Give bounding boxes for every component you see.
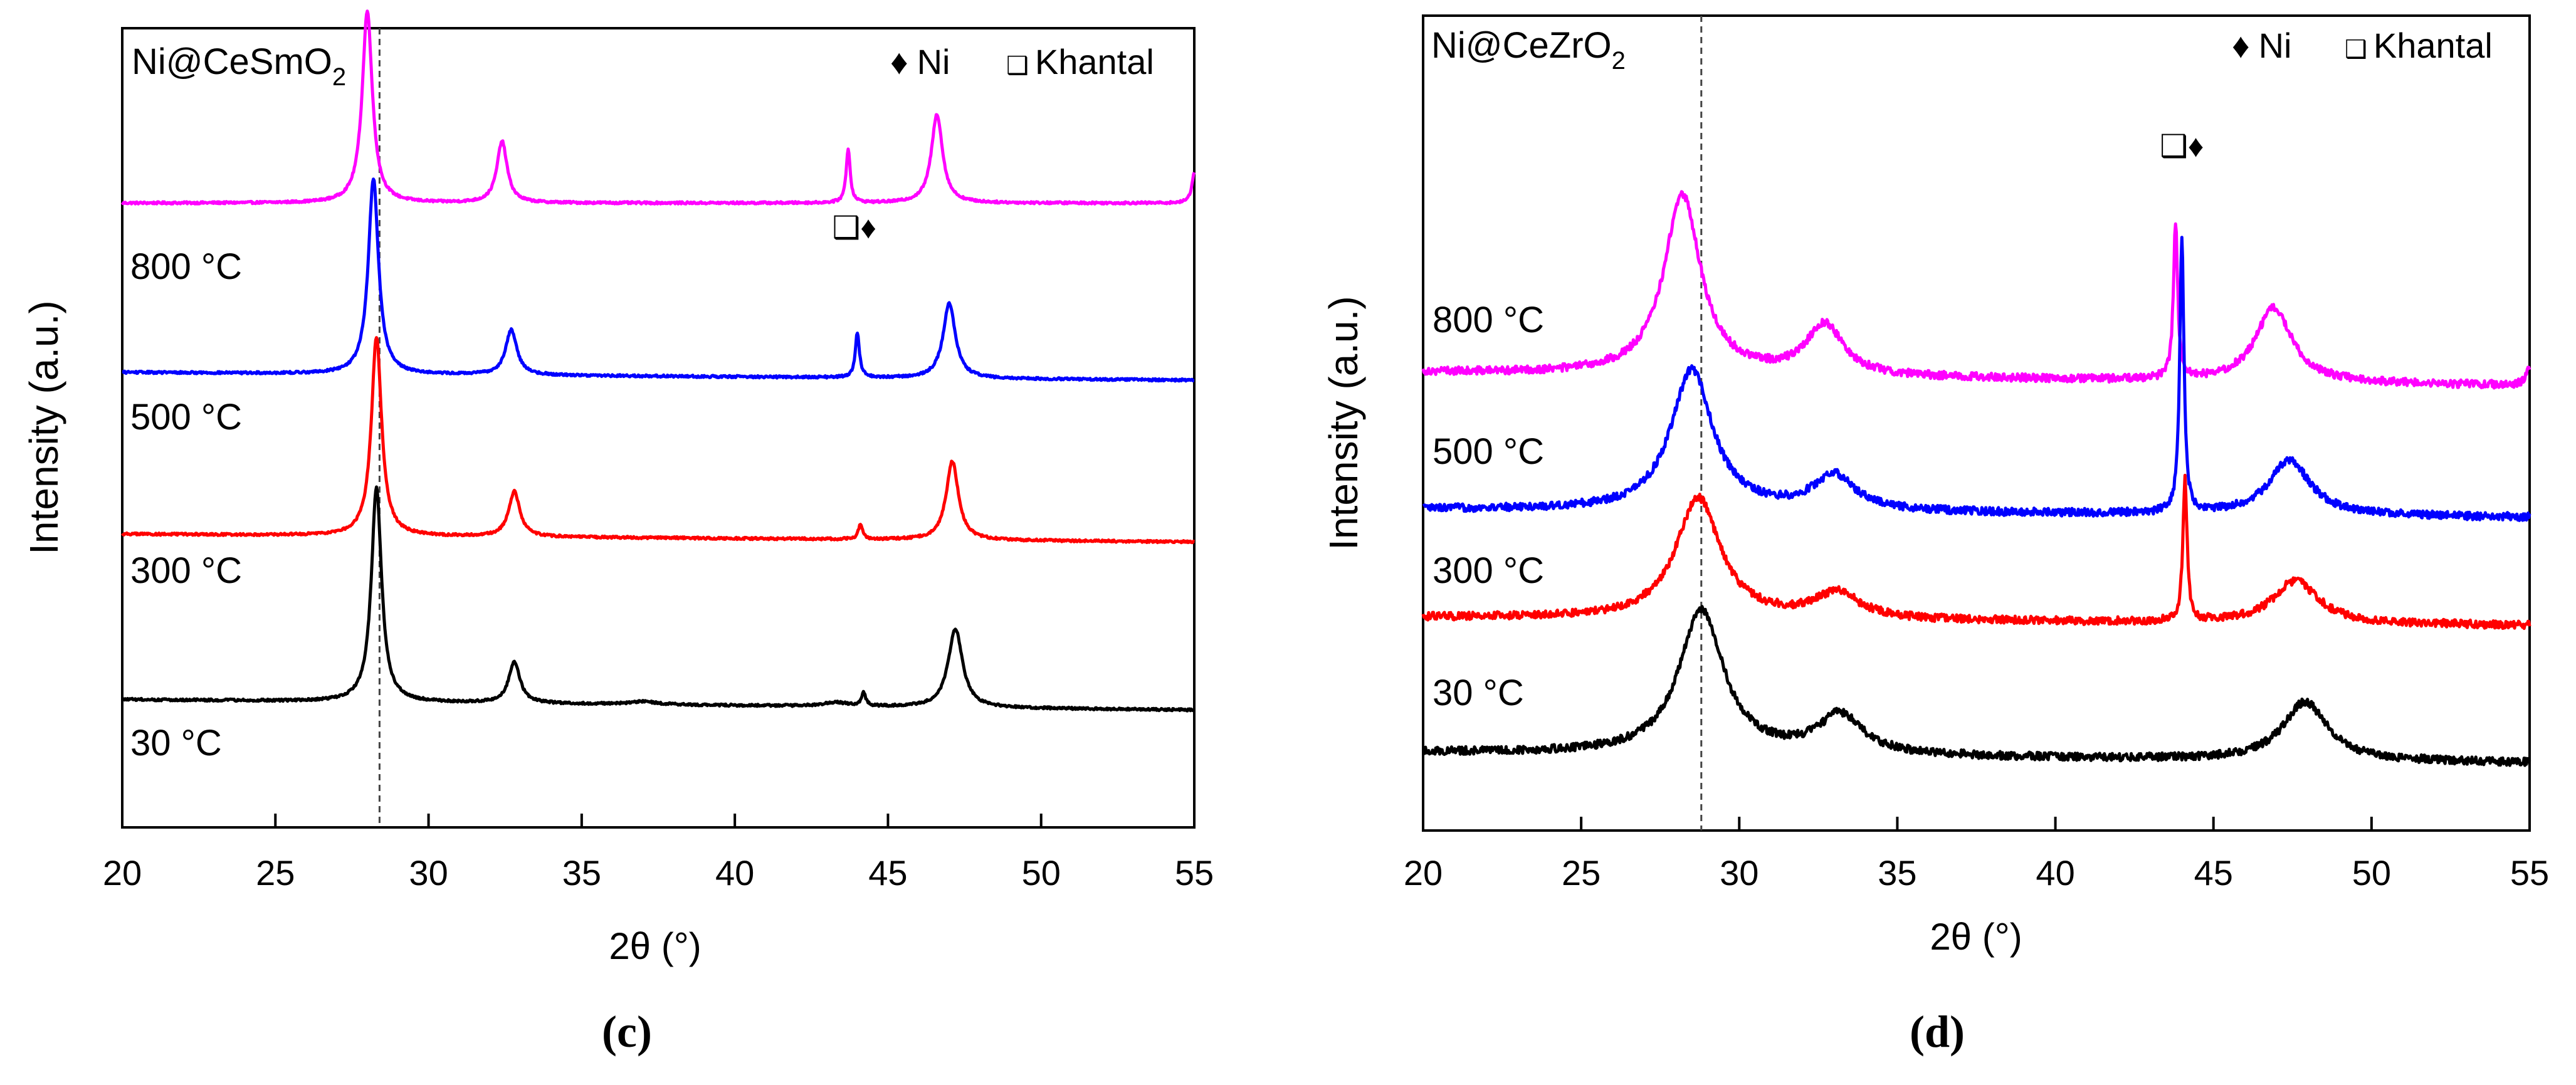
ni-diamond-icon: ♦	[2232, 26, 2250, 65]
panel-c-label-800: 800 °C	[130, 246, 242, 287]
panel-d-x-tick-label: 40	[2036, 853, 2074, 893]
panel-c-series-line	[121, 336, 1196, 545]
panel-c-series-line	[121, 177, 1196, 383]
panel-d-label-300: 300 °C	[1433, 550, 1544, 591]
panel-d-series-line	[1421, 473, 2531, 631]
panel-d-series-line	[1422, 605, 2531, 767]
panel-c-series-line	[121, 485, 1196, 713]
panel-c-x-tick-label: 35	[562, 853, 601, 893]
panel-c-legend-khantal: ❑ Khantal	[1006, 42, 1154, 81]
khantal-square-icon: ❑	[1006, 52, 1029, 80]
panel-c-x-tick-label: 50	[1022, 853, 1061, 893]
panel-d-x-tick-label: 25	[1562, 853, 1601, 893]
panel-d-x-tick-label: 35	[1878, 853, 1916, 893]
panel-d-x-tick-label: 50	[2352, 853, 2391, 893]
panel-d-x-tick-label: 55	[2510, 853, 2549, 893]
panel-c-x-tick-label: 25	[256, 853, 295, 893]
panel-d-caption: (d)	[1910, 1007, 1965, 1057]
panel-c-legend-ni: ♦ Ni	[890, 42, 950, 81]
panel-c-x-tick-label: 20	[103, 853, 142, 893]
panel-d-x-axis-label: 2θ (°)	[1930, 916, 2022, 958]
panel-d-label-30: 30 °C	[1433, 673, 1524, 713]
panel-d-series	[1421, 190, 2531, 767]
panel-c-plot-frame	[121, 27, 1196, 829]
panel-c-series	[120, 9, 1196, 713]
panel-d-series-line	[1421, 190, 2531, 390]
panel-d-x-tick-labels: 20 25 30 35 40 45 50 55	[1404, 853, 2549, 893]
panel-d-x-ticks	[1422, 817, 2531, 831]
panel-d-plot-frame	[1422, 14, 2531, 832]
panel-d-series-line	[1422, 236, 2531, 522]
panel-d-legend-khantal: ❑ Khantal	[2345, 26, 2493, 65]
panel-c-x-axis-label: 2θ (°)	[609, 925, 701, 967]
panel-c-x-tick-label: 40	[715, 853, 754, 893]
panel-c-sample-label: Ni@CeSmO2	[132, 41, 346, 91]
ni-diamond-icon: ♦	[890, 42, 908, 81]
panel-c-series-line	[120, 9, 1196, 206]
panel-c-x-tick-label: 55	[1175, 853, 1214, 893]
panel-d-x-tick-label: 45	[2194, 853, 2233, 893]
panel-c-caption: (c)	[602, 1007, 652, 1057]
panel-d-x-tick-label: 20	[1404, 853, 1443, 893]
panel-c-y-axis-label: Intensity (a.u.)	[21, 300, 66, 555]
panel-c-x-tick-label: 45	[868, 853, 907, 893]
panel-d-y-axis-label: Intensity (a.u.)	[1321, 296, 1366, 550]
panel-c-x-tick-label: 30	[409, 853, 448, 893]
panel-d: 20 25 30 35 40 45 50 55 Ni@CeZrO2 ♦ Ni ❑ Khantal …	[1321, 14, 2549, 1057]
panel-c-peak-marker: ❑♦	[833, 210, 876, 245]
panel-d-label-500: 500 °C	[1433, 431, 1544, 472]
panel-c: 20 25 30 35 40 45 50 55 Ni@CeSmO2 ♦ Ni ❑ Khantal …	[21, 9, 1214, 1057]
panel-c-x-tick-labels: 20 25 30 35 40 45 50 55	[103, 853, 1214, 893]
panel-c-label-300: 300 °C	[130, 550, 242, 591]
panel-d-legend-ni: ♦ Ni	[2232, 26, 2291, 65]
panel-c-x-ticks	[121, 814, 1196, 827]
panel-c-label-500: 500 °C	[130, 397, 242, 438]
khantal-square-icon: ❑	[2345, 36, 2367, 63]
panel-d-peak-marker: ❑♦	[2160, 128, 2204, 164]
panel-d-x-tick-label: 30	[1720, 853, 1759, 893]
panel-d-label-800: 800 °C	[1433, 300, 1544, 340]
panel-d-sample-label: Ni@CeZrO2	[1431, 25, 1626, 75]
panel-c-label-30: 30 °C	[130, 723, 222, 763]
